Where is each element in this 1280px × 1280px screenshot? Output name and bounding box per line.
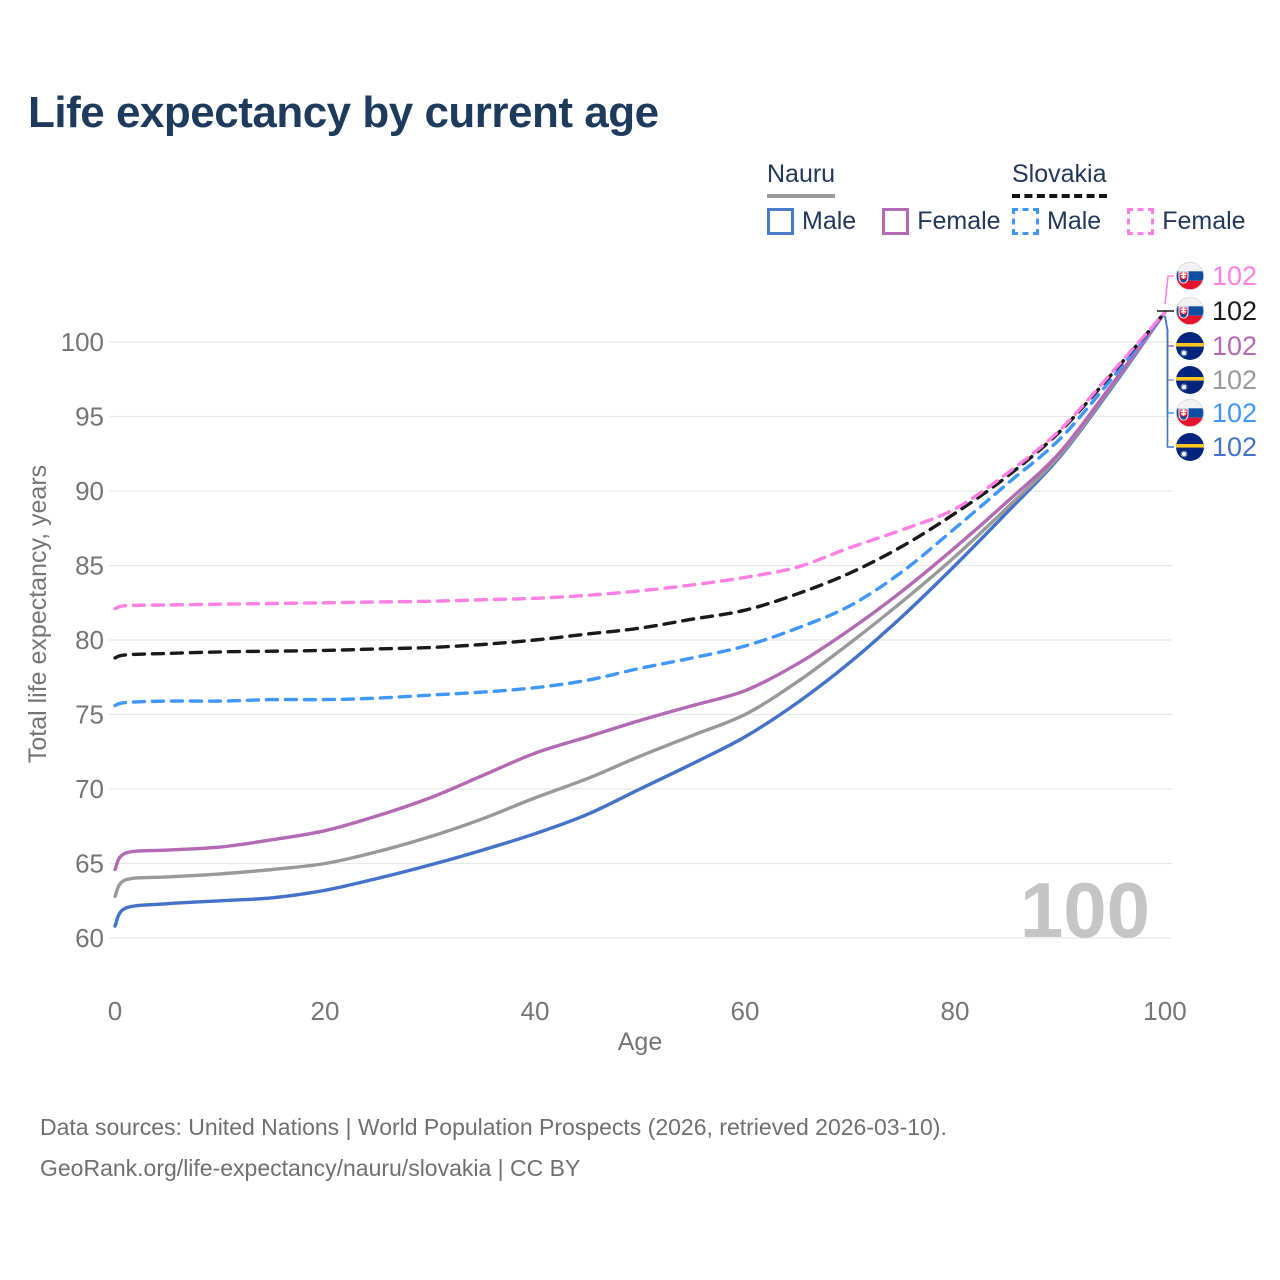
x-tick-label-20: 20 xyxy=(311,996,340,1026)
y-tick-label-80: 80 xyxy=(75,625,104,655)
y-tick-label-95: 95 xyxy=(75,402,104,432)
legend-label-nauru-female: Female xyxy=(917,207,1001,235)
flag-nauru-icon xyxy=(1176,366,1204,394)
y-tick-label-85: 85 xyxy=(75,551,104,581)
legend-row-nauru: Male Female xyxy=(767,207,1019,236)
endpoint-connector-nauru_male xyxy=(1164,316,1174,448)
legend-country-nauru: Nauru xyxy=(767,160,836,198)
x-tick-label-40: 40 xyxy=(521,996,550,1026)
y-tick-label-75: 75 xyxy=(75,700,104,730)
flag-nauru-icon xyxy=(1176,433,1204,461)
y-tick-label-90: 90 xyxy=(75,476,104,506)
x-tick-label-60: 60 xyxy=(731,996,760,1026)
legend-label-slovakia-male: Male xyxy=(1047,207,1102,235)
y-tick-label-70: 70 xyxy=(75,774,104,804)
legend-group-nauru: Nauru Male Female xyxy=(767,160,1019,236)
series-line-nauru_female xyxy=(113,310,1167,872)
series-line-nauru_both xyxy=(113,310,1167,898)
legend-swatch-slovakia-female xyxy=(1127,208,1155,235)
legend-swatch-nauru-male xyxy=(767,208,794,235)
legend-label-nauru-male: Male xyxy=(802,207,857,235)
endpoint-value-nauru_female: 102 xyxy=(1212,331,1257,361)
endpoint-connector-slovakia_female xyxy=(1164,275,1174,305)
endpoint-value-nauru_both: 102 xyxy=(1212,365,1257,395)
legend-group-slovakia: Slovakia Male Female xyxy=(1012,160,1264,236)
endpoint-value-nauru_male: 102 xyxy=(1212,432,1257,462)
data-source-line2: GeoRank.org/life-expectancy/nauru/slovak… xyxy=(40,1155,581,1181)
legend-swatch-nauru-female xyxy=(882,208,910,235)
flag-slovakia-icon xyxy=(1175,261,1205,291)
legend-swatch-slovakia-male xyxy=(1012,208,1039,235)
x-tick-label-100: 100 xyxy=(1143,996,1186,1026)
series-line-slovakia_female xyxy=(113,310,1167,611)
data-source-line1: Data sources: United Nations | World Pop… xyxy=(40,1114,947,1140)
chart-title: Life expectancy by current age xyxy=(28,88,659,137)
y-tick-label-100: 100 xyxy=(61,327,104,357)
x-tick-label-80: 80 xyxy=(941,996,970,1026)
endpoint-connector-slovakia_male xyxy=(1164,316,1174,414)
endpoint-value-slovakia_both: 102 xyxy=(1212,296,1257,326)
age-frame-watermark: 100 xyxy=(1020,866,1150,954)
legend-label-slovakia-female: Female xyxy=(1162,207,1246,235)
y-tick-label-60: 60 xyxy=(75,923,104,953)
x-axis-title: Age xyxy=(618,1028,662,1056)
series-line-nauru_male xyxy=(113,310,1167,928)
y-axis-title: Total life expectancy, years xyxy=(24,465,52,763)
x-tick-label-0: 0 xyxy=(108,996,122,1026)
data-source-note: Data sources: United Nations | World Pop… xyxy=(40,1107,947,1189)
series-line-slovakia_both xyxy=(113,310,1167,660)
endpoint-value-slovakia_male: 102 xyxy=(1212,398,1257,428)
endpoint-value-slovakia_female: 102 xyxy=(1212,261,1257,291)
flag-slovakia-icon xyxy=(1175,296,1205,326)
y-tick-label-65: 65 xyxy=(75,849,104,879)
legend-country-slovakia: Slovakia xyxy=(1012,160,1107,198)
series-line-slovakia_male xyxy=(113,310,1167,708)
legend-row-slovakia: Male Female xyxy=(1012,207,1264,236)
flag-slovakia-icon xyxy=(1175,398,1205,428)
flag-nauru-icon xyxy=(1176,332,1204,360)
